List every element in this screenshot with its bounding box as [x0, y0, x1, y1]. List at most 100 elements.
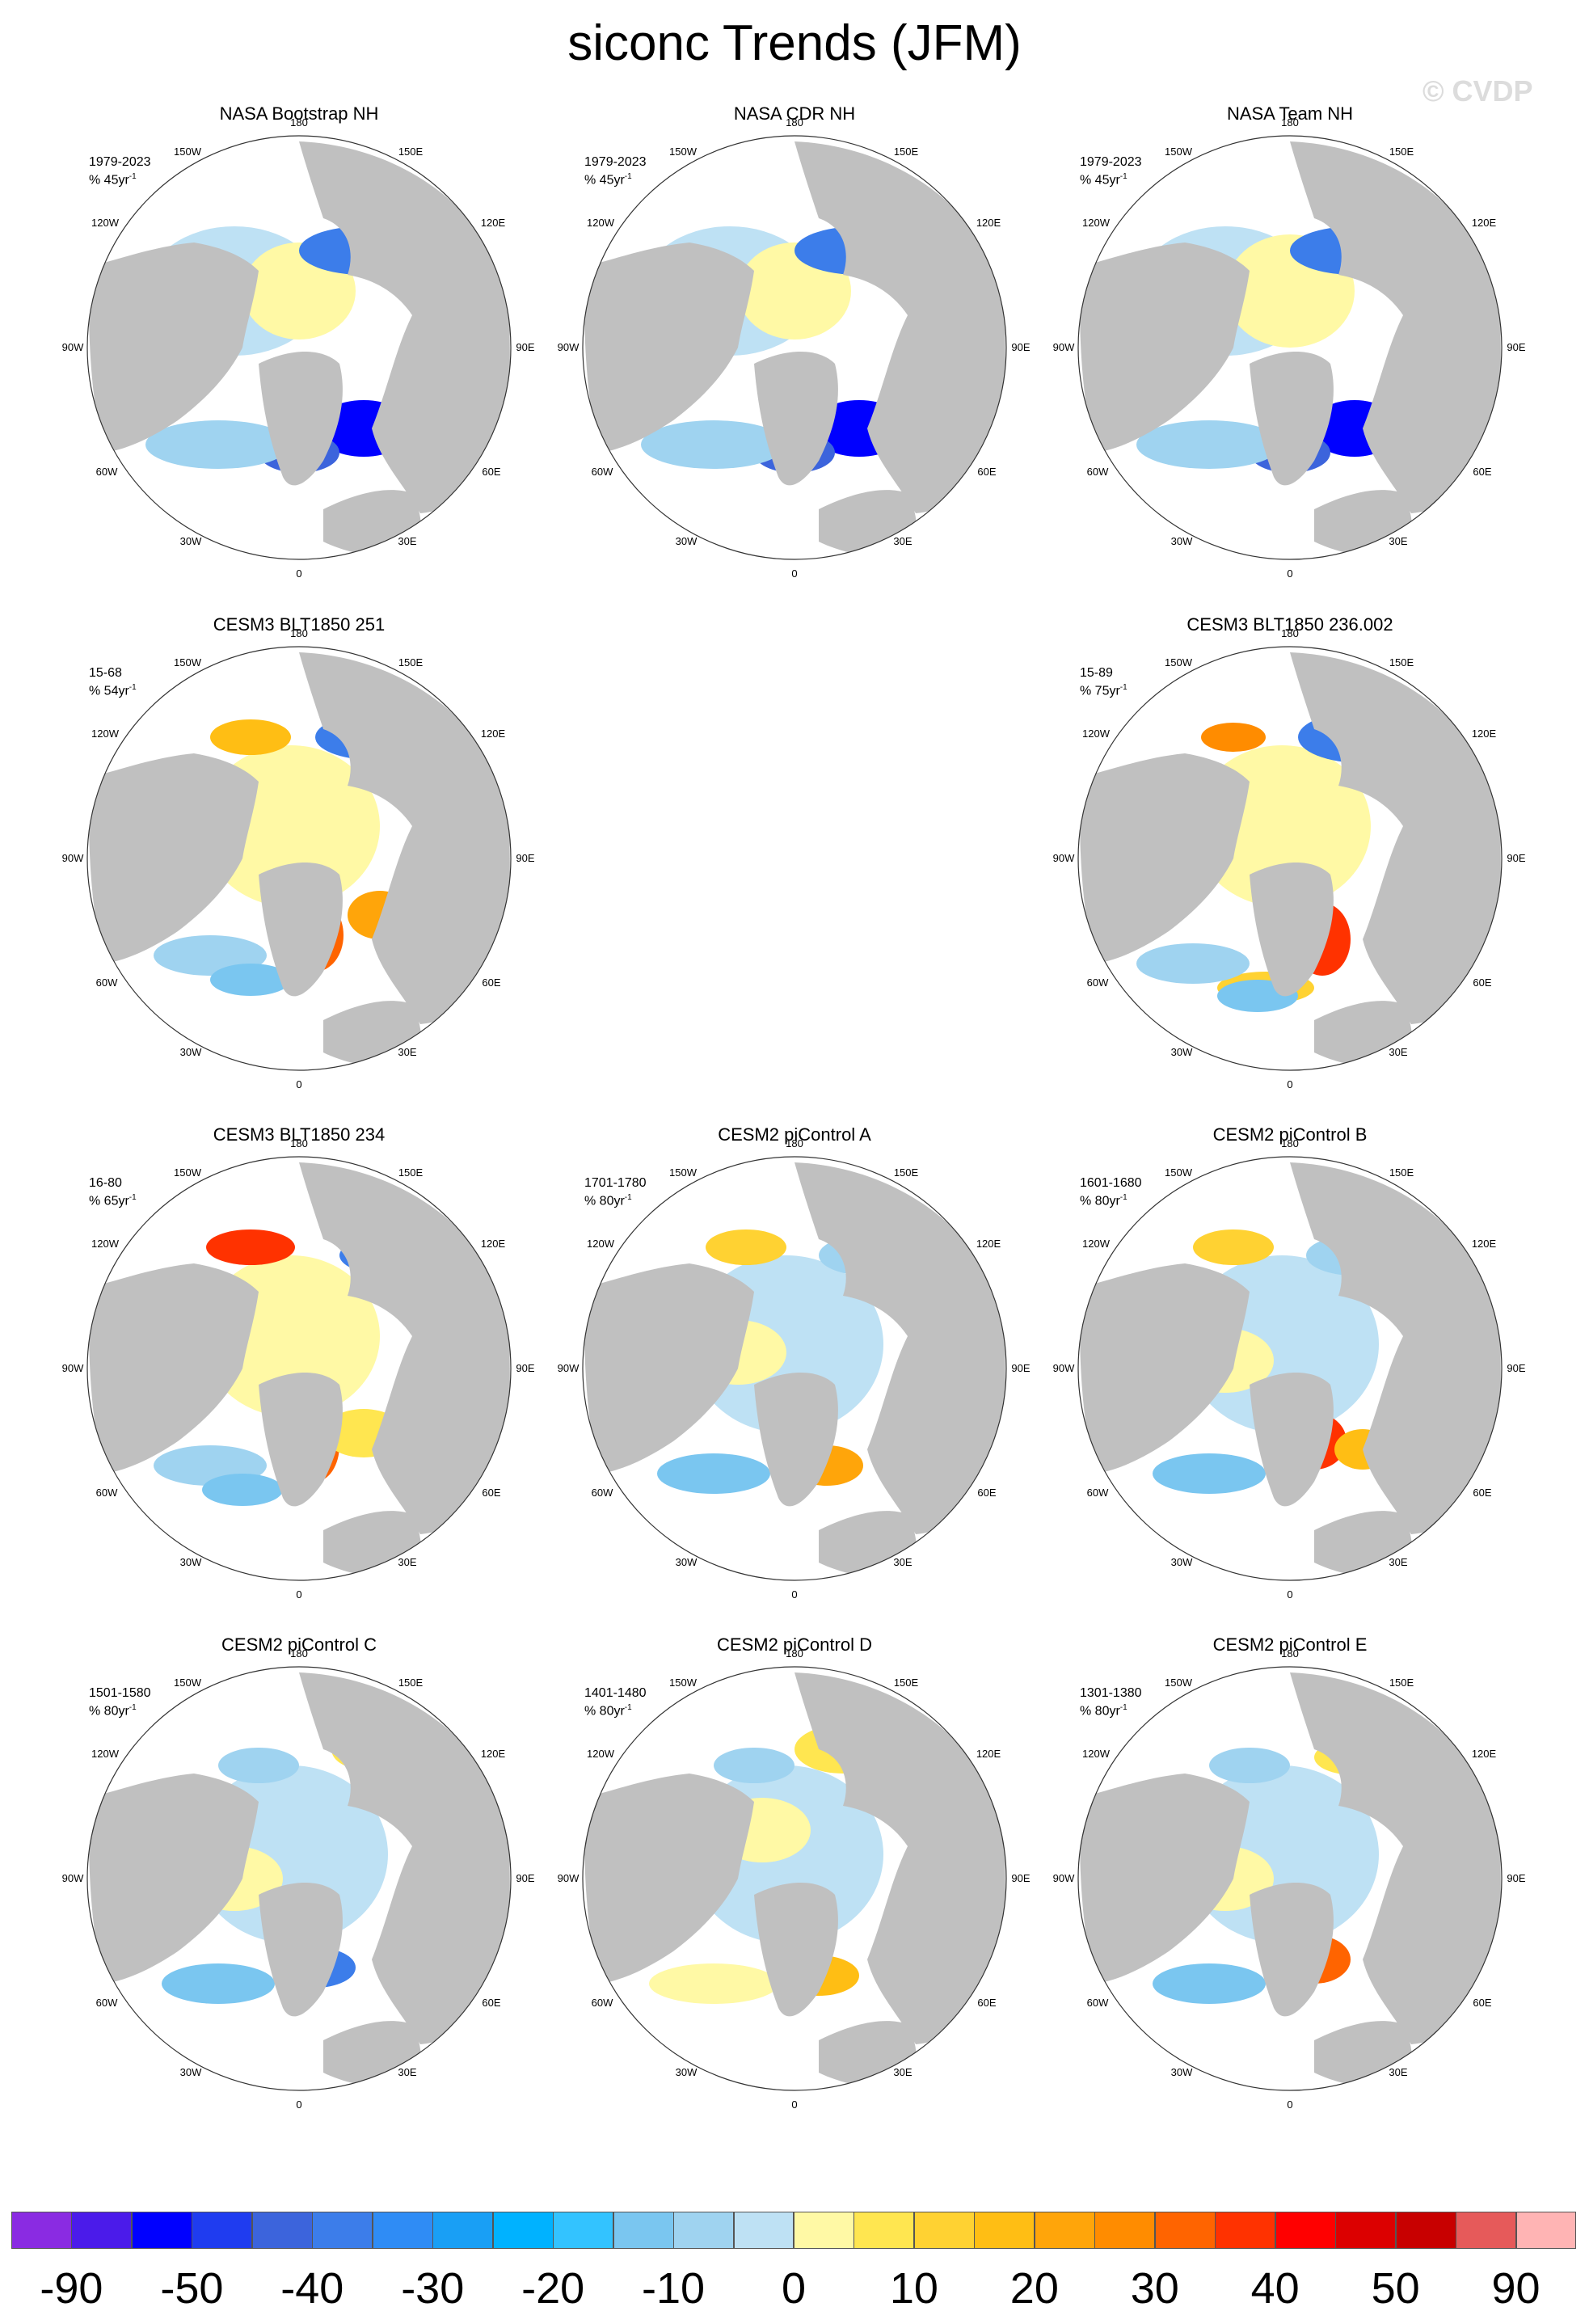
longitude-label: 0 — [1287, 1588, 1292, 1601]
longitude-label: 180 — [1281, 116, 1299, 129]
longitude-label: 30E — [398, 1556, 416, 1568]
map-border — [1077, 135, 1503, 560]
period-label: 16-80 — [89, 1176, 122, 1190]
longitude-label: 60E — [482, 1997, 500, 2009]
longitude-label: 120E — [481, 217, 506, 229]
longitude-label: 180 — [290, 1647, 308, 1660]
longitude-label: 120W — [1082, 217, 1111, 229]
longitude-label: 150E — [398, 1166, 424, 1179]
longitude-label: 150W — [174, 1677, 202, 1689]
longitude-label: 90E — [516, 341, 534, 353]
trend-patch — [649, 1963, 778, 2004]
longitude-label: 60E — [482, 466, 500, 478]
longitude-label: 30E — [398, 535, 416, 547]
longitude-label: 120E — [481, 1748, 506, 1760]
longitude-label: 150W — [174, 656, 202, 669]
longitude-label: 60E — [1473, 976, 1491, 989]
map-border — [86, 135, 512, 560]
colorbar-swatch — [1456, 2212, 1517, 2249]
polar-map: 180 0 150W 150E 120W 120E 90W 90E 60W 60E 30W 30E — [1053, 1647, 1526, 2111]
longitude-label: 90W — [558, 1872, 580, 1884]
trend-unit-label: % 65yr-1 — [89, 1193, 137, 1208]
longitude-label: 60W — [1087, 1487, 1109, 1499]
longitude-label: 60E — [482, 976, 500, 989]
longitude-label: 180 — [1281, 627, 1299, 639]
longitude-label: 90E — [1507, 852, 1525, 864]
panel-title: CESM3 BLT1850 234 — [213, 1124, 386, 1145]
period-label: 15-89 — [1080, 666, 1113, 680]
colorbar-tick-label: 90 — [1491, 2264, 1541, 2313]
colorbar-tick-label: -40 — [280, 2264, 344, 2313]
trend-patch — [1153, 1963, 1266, 2004]
longitude-label: 30W — [1171, 2066, 1193, 2078]
longitude-label: 30W — [180, 1556, 202, 1568]
longitude-label: 30W — [676, 535, 698, 547]
longitude-label: 180 — [290, 627, 308, 639]
map-panel: 180 0 150W 150E 120W 120E 90W 90E 60W 60E 30W 30E CE… — [57, 614, 542, 1101]
longitude-label: 90W — [1053, 1362, 1075, 1374]
trend-patch — [206, 1229, 295, 1265]
longitude-label: 60E — [977, 1997, 996, 2009]
longitude-label: 120W — [587, 1748, 615, 1760]
trend-patch — [202, 1474, 283, 1506]
longitude-label: 90E — [516, 852, 534, 864]
trend-patch — [657, 1453, 770, 1494]
longitude-label: 30W — [180, 2066, 202, 2078]
longitude-label: 30W — [180, 535, 202, 547]
longitude-label: 90W — [62, 852, 84, 864]
longitude-label: 150E — [894, 1677, 919, 1689]
longitude-label: 90W — [62, 341, 84, 353]
longitude-label: 60E — [1473, 466, 1491, 478]
map-border — [582, 1666, 1007, 2091]
longitude-label: 90E — [1507, 341, 1525, 353]
trend-patch — [714, 1748, 794, 1783]
map-panel: 180 0 150W 150E 120W 120E 90W 90E 60W 60E 30W 30E NA… — [552, 103, 1037, 590]
colorbar-swatch — [673, 2212, 735, 2249]
longitude-label: 60W — [1087, 466, 1109, 478]
longitude-label: 30W — [1171, 1556, 1193, 1568]
longitude-label: 60E — [1473, 1487, 1491, 1499]
longitude-label: 0 — [791, 567, 797, 580]
colorbar-swatch — [312, 2212, 373, 2249]
colorbar-swatch — [974, 2212, 1035, 2249]
longitude-label: 180 — [786, 1137, 803, 1149]
longitude-label: 150E — [1389, 1166, 1414, 1179]
panel-meta: 1701-1780 % 80yr-1 — [584, 1176, 647, 1208]
trend-patch — [145, 420, 291, 469]
colorbar-swatch — [71, 2212, 133, 2249]
panel-title: CESM2 piControl A — [718, 1124, 871, 1145]
longitude-label: 120W — [1082, 1238, 1111, 1250]
map-border — [582, 1156, 1007, 1581]
trend-unit-label: % 45yr-1 — [584, 172, 632, 188]
panel-meta: 1601-1680 % 80yr-1 — [1080, 1176, 1142, 1208]
colorbar-swatch — [131, 2212, 192, 2249]
longitude-label: 90W — [558, 341, 580, 353]
longitude-label: 150W — [174, 1166, 202, 1179]
polar-map: 180 0 150W 150E 120W 120E 90W 90E 60W 60E 30W 30E — [62, 627, 535, 1090]
longitude-label: 60W — [592, 466, 613, 478]
trend-unit-label: % 45yr-1 — [1080, 172, 1127, 188]
longitude-label: 30E — [1389, 1556, 1407, 1568]
colorbar-swatch — [1094, 2212, 1156, 2249]
colorbar-swatch — [553, 2212, 614, 2249]
panel-meta: 15-89 % 75yr-1 — [1080, 666, 1127, 698]
longitude-label: 30E — [893, 535, 912, 547]
longitude-label: 120W — [587, 217, 615, 229]
longitude-label: 150W — [669, 1677, 698, 1689]
polar-map: 180 0 150W 150E 120W 120E 90W 90E 60W 60E 30W 30E — [62, 116, 535, 580]
trend-patch — [162, 1963, 275, 2004]
panel-meta: 1979-2023 % 45yr-1 — [1080, 155, 1142, 188]
longitude-label: 120E — [1472, 728, 1497, 740]
longitude-label: 90E — [1011, 341, 1030, 353]
longitude-label: 90W — [1053, 852, 1075, 864]
longitude-label: 120E — [481, 728, 506, 740]
panel-title: CESM2 piControl C — [221, 1634, 377, 1655]
longitude-label: 180 — [290, 116, 308, 129]
longitude-label: 150E — [894, 146, 919, 158]
trend-patch — [1136, 420, 1282, 469]
colorbar-swatch — [613, 2212, 674, 2249]
trend-patch — [210, 719, 291, 755]
colorbar-tick-label: 40 — [1250, 2264, 1300, 2313]
longitude-label: 30E — [398, 2066, 416, 2078]
trend-patch — [641, 420, 786, 469]
